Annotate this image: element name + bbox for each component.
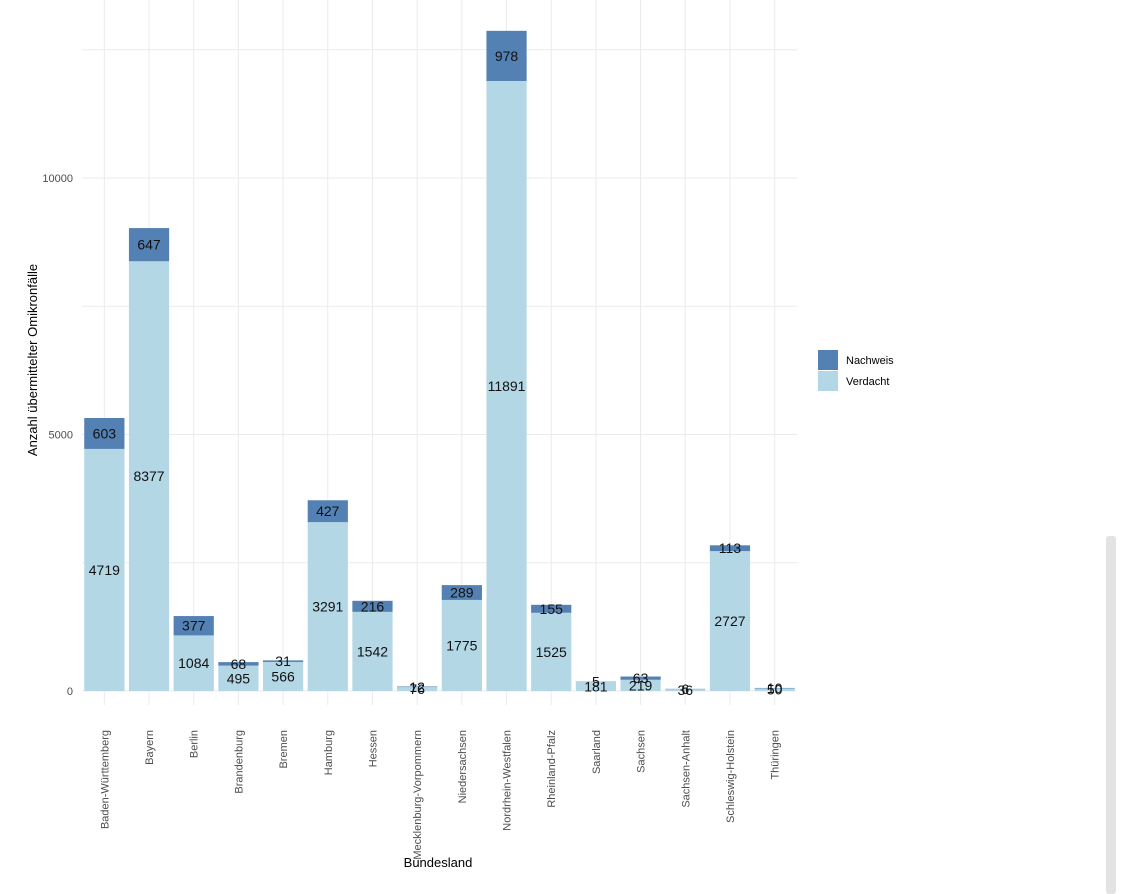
bar-verdacht <box>531 612 572 691</box>
bar-nachweis <box>486 30 527 81</box>
y-axis-title: Anzahl übermittelter Omikronfälle <box>25 264 40 456</box>
data-label-nachweis: 377 <box>182 618 206 634</box>
data-label-verdacht: 50 <box>767 682 783 698</box>
bar-verdacht <box>352 611 393 691</box>
legend: Nachweis Verdacht <box>818 350 894 391</box>
x-tick-label: Thüringen <box>770 730 782 780</box>
data-label-nachweis: 603 <box>93 425 117 441</box>
bar-verdacht <box>665 689 706 691</box>
x-axis-ticks: Baden-Württemberg Bayern Berlin Brandenburg… <box>99 730 781 860</box>
x-tick-label: Baden-Württemberg <box>99 730 111 829</box>
bar-nachweis <box>352 600 393 612</box>
data-label-verdacht: 181 <box>584 678 608 694</box>
bar-verdacht <box>441 599 482 691</box>
data-label-verdacht: 36 <box>677 682 693 698</box>
bar-nachweis <box>620 676 661 680</box>
bar-verdacht <box>486 80 527 691</box>
x-axis-title: Bundesland <box>404 855 473 870</box>
data-label-nachweis: 12 <box>409 679 425 695</box>
data-label-verdacht: 2727 <box>714 613 745 629</box>
x-tick-label: Hamburg <box>323 730 335 775</box>
data-label-verdacht: 4719 <box>89 562 120 578</box>
data-label-nachweis: 289 <box>450 585 474 601</box>
data-label-nachweis: 978 <box>495 48 519 64</box>
x-tick-label: Bayern <box>144 730 156 765</box>
bar-verdacht <box>262 661 304 691</box>
x-tick-label: Sachsen-Anhalt <box>680 730 692 808</box>
legend-label-verdacht: Verdacht <box>846 376 889 388</box>
bar-nachweis <box>84 417 125 449</box>
data-label-nachweis: 31 <box>275 653 291 669</box>
x-tick-label: Nordrhein-Westfalen <box>502 730 514 831</box>
data-label-verdacht: 219 <box>629 677 653 693</box>
bar-nachweis <box>307 500 348 523</box>
bar-nachweis <box>397 686 438 688</box>
data-label-verdacht: 1084 <box>178 655 209 671</box>
bar-verdacht <box>397 687 438 691</box>
x-tick-label: Bremen <box>278 730 290 769</box>
bar-verdacht <box>307 522 348 691</box>
data-label-nachweis: 113 <box>719 540 742 556</box>
bar-nachweis <box>754 687 795 689</box>
x-tick-label: Rheinland-Pfalz <box>546 730 558 808</box>
data-label-nachweis: 6 <box>681 681 689 697</box>
x-tick-label: Schleswig-Holstein <box>725 730 737 823</box>
data-label-nachweis: 216 <box>361 598 385 614</box>
data-label-verdacht: 1775 <box>446 637 477 653</box>
legend-key-verdacht <box>818 371 838 391</box>
bar-verdacht <box>128 261 170 691</box>
data-label-nachweis: 68 <box>231 656 247 672</box>
data-label-verdacht: 566 <box>271 668 295 684</box>
data-label-verdacht: 76 <box>409 681 425 697</box>
bar-verdacht <box>620 679 661 691</box>
x-tick-label: Niedersachsen <box>457 730 469 803</box>
bar-verdacht <box>173 635 214 691</box>
bar-nachweis <box>441 585 482 600</box>
bar-verdacht <box>84 448 125 691</box>
data-label-verdacht: 11891 <box>488 378 526 394</box>
data-label-nachweis: 63 <box>633 670 649 686</box>
data-label-nachweis: 647 <box>137 237 161 253</box>
y-tick-label: 0 <box>67 686 73 698</box>
bar-verdacht <box>709 551 751 691</box>
bar-verdacht <box>218 665 259 691</box>
data-label-verdacht: 1542 <box>357 643 388 659</box>
legend-label-nachweis: Nachweis <box>846 355 894 367</box>
bar-nachweis <box>531 604 572 613</box>
data-label-nachweis: 427 <box>316 503 340 519</box>
data-label-nachweis: 5 <box>592 674 600 690</box>
grid <box>82 0 797 705</box>
bar-nachweis <box>218 662 259 666</box>
bar-nachweis <box>262 660 304 662</box>
x-tick-label: Brandenburg <box>233 730 245 794</box>
data-label-verdacht: 8377 <box>133 468 164 484</box>
y-axis-ticks: 0 5000 10000 <box>42 173 73 698</box>
scrollbar[interactable] <box>1106 536 1116 894</box>
x-tick-label: Sachsen <box>636 730 648 773</box>
x-tick-label: Saarland <box>591 730 603 774</box>
data-label-nachweis: 10 <box>767 680 783 696</box>
data-label-nachweis: 155 <box>540 601 564 617</box>
bar-verdacht <box>575 681 617 691</box>
x-tick-label: Berlin <box>189 730 201 758</box>
data-label-verdacht: 3291 <box>312 599 343 615</box>
bar-verdacht <box>754 688 795 691</box>
bar-nachweis <box>709 545 751 552</box>
y-tick-label: 5000 <box>49 430 73 442</box>
data-label-verdacht: 1525 <box>536 644 567 660</box>
y-tick-label: 10000 <box>42 173 73 185</box>
legend-key-nachweis <box>818 350 838 370</box>
x-tick-label: Mecklenburg-Vorpommern <box>412 730 424 860</box>
data-label-verdacht: 495 <box>227 670 251 686</box>
x-tick-label: Hessen <box>367 730 379 767</box>
bar-nachweis <box>173 616 214 636</box>
bar-nachweis <box>128 228 170 262</box>
bars <box>84 30 795 691</box>
